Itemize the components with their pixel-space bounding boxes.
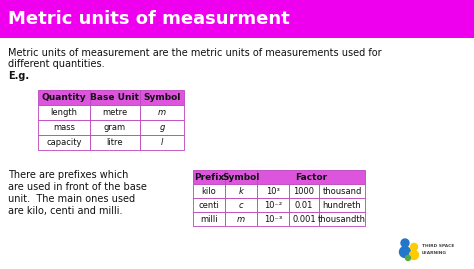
Bar — [140, 120, 184, 135]
Bar — [0, 0, 474, 38]
Bar — [193, 198, 225, 212]
Bar — [289, 198, 319, 212]
Circle shape — [400, 246, 410, 257]
Text: Metric units of measurment: Metric units of measurment — [8, 10, 290, 28]
Bar — [140, 135, 184, 150]
Text: Symbol: Symbol — [143, 93, 181, 102]
Text: mass: mass — [53, 123, 75, 132]
Bar — [225, 184, 257, 198]
Text: thousand: thousand — [322, 186, 362, 196]
Bar — [38, 135, 90, 150]
Text: 10⁻²: 10⁻² — [264, 200, 282, 210]
Bar — [193, 212, 225, 226]
Text: 10⁻³: 10⁻³ — [264, 214, 282, 224]
Text: are kilo, centi and milli.: are kilo, centi and milli. — [8, 206, 122, 216]
Bar — [257, 184, 289, 198]
Text: k: k — [238, 186, 244, 196]
Text: kilo: kilo — [201, 186, 216, 196]
Text: Prefix: Prefix — [194, 172, 224, 182]
Text: Factor: Factor — [295, 172, 327, 182]
Text: c: c — [239, 200, 243, 210]
Bar — [90, 105, 140, 120]
Text: gram: gram — [104, 123, 126, 132]
Bar — [225, 198, 257, 212]
Bar — [289, 184, 319, 198]
Circle shape — [410, 243, 418, 250]
Bar — [90, 90, 140, 105]
Text: l: l — [161, 138, 163, 147]
Circle shape — [405, 256, 410, 260]
Text: Base Unit: Base Unit — [91, 93, 139, 102]
Text: 0.001: 0.001 — [292, 214, 316, 224]
Text: centi: centi — [199, 200, 219, 210]
Bar — [225, 170, 257, 184]
Bar — [140, 90, 184, 105]
Bar — [90, 135, 140, 150]
Text: g: g — [159, 123, 164, 132]
Text: 0.01: 0.01 — [295, 200, 313, 210]
Text: THIRD SPACE: THIRD SPACE — [422, 244, 455, 248]
Text: E.g.: E.g. — [8, 71, 29, 81]
Bar — [319, 198, 365, 212]
Text: metre: metre — [102, 108, 128, 117]
Bar — [257, 212, 289, 226]
Text: Metric units of measurement are the metric units of measurements used for: Metric units of measurement are the metr… — [8, 48, 382, 58]
Bar — [225, 212, 257, 226]
Bar — [257, 198, 289, 212]
Text: are used in front of the base: are used in front of the base — [8, 182, 147, 192]
Text: 10³: 10³ — [266, 186, 280, 196]
Bar — [193, 170, 225, 184]
Text: There are prefixes which: There are prefixes which — [8, 170, 128, 180]
Text: m: m — [237, 214, 245, 224]
Text: length: length — [51, 108, 78, 117]
Bar — [319, 184, 365, 198]
Bar — [257, 170, 365, 184]
Text: hundreth: hundreth — [323, 200, 361, 210]
Bar — [289, 212, 319, 226]
Text: thousandth: thousandth — [318, 214, 366, 224]
Text: m: m — [158, 108, 166, 117]
Bar — [38, 105, 90, 120]
Text: unit.  The main ones used: unit. The main ones used — [8, 194, 135, 204]
Bar — [38, 90, 90, 105]
Circle shape — [401, 239, 409, 247]
Bar — [319, 212, 365, 226]
Text: litre: litre — [107, 138, 123, 147]
Text: different quantities.: different quantities. — [8, 59, 105, 69]
Text: LEARNING: LEARNING — [422, 251, 447, 255]
Text: 1000: 1000 — [293, 186, 315, 196]
Text: Symbol: Symbol — [222, 172, 260, 182]
Text: capacity: capacity — [46, 138, 82, 147]
Text: Quantity: Quantity — [42, 93, 86, 102]
Text: milli: milli — [200, 214, 218, 224]
Bar — [90, 120, 140, 135]
Bar — [140, 105, 184, 120]
Bar — [193, 184, 225, 198]
Bar — [38, 120, 90, 135]
Circle shape — [410, 250, 419, 260]
